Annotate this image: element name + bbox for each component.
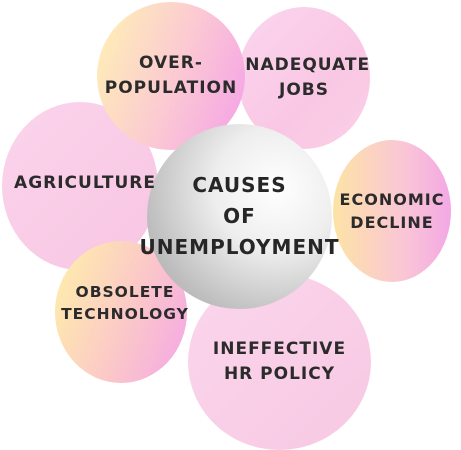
cause-label-line: OVER- xyxy=(139,53,203,74)
cause-label-obsolete-technology: OBSOLETE TECHNOLOGY xyxy=(60,281,190,326)
cause-label-agriculture: AGRICULTURE xyxy=(0,171,170,196)
center-bubble: CAUSES OF UNEMPLOYMENT xyxy=(140,124,338,309)
cause-label-line: TECHNOLOGY xyxy=(61,305,189,324)
cause-label-line: POPULATION xyxy=(104,78,238,98)
center-label-line: CAUSES xyxy=(192,173,287,197)
cause-label-line: INEFFECTIVE xyxy=(212,339,347,360)
cause-bubble-economic-decline: ECONOMIC DECLINE xyxy=(333,140,451,282)
cause-label-line: ECONOMIC xyxy=(339,189,445,209)
center-label-line: UNEMPLOYMENT xyxy=(139,235,340,259)
cause-label-line: INADEQUATE xyxy=(237,55,371,76)
cause-label-line: AGRICULTURE xyxy=(14,173,156,193)
cause-label-line: OBSOLETE xyxy=(75,283,175,301)
center-label-line: OF xyxy=(223,204,256,228)
cause-label-line: JOBS xyxy=(279,80,329,100)
cause-label-line: HR POLICY xyxy=(223,364,336,384)
cause-label-line: DECLINE xyxy=(350,213,434,232)
